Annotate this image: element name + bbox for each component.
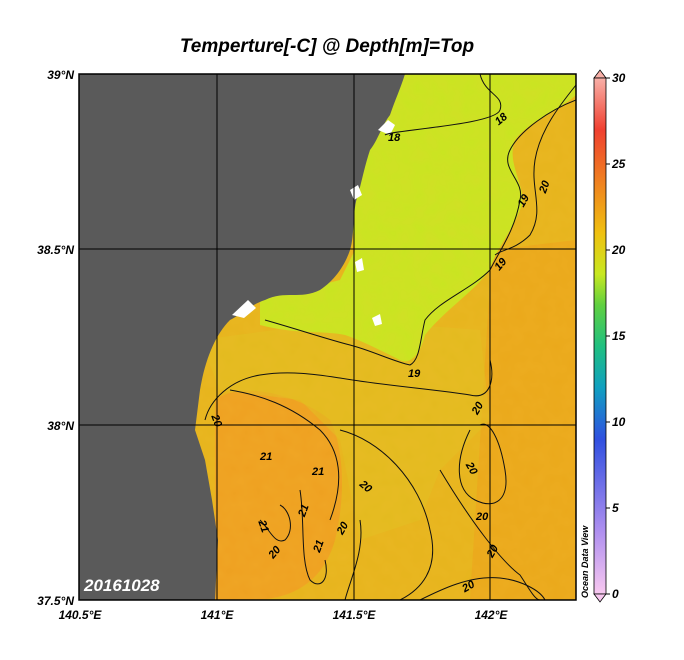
odv-watermark: Ocean Data View bbox=[580, 525, 590, 598]
lon-tick: 141°E bbox=[201, 608, 235, 622]
colorbar-tick: 20 bbox=[611, 243, 626, 257]
contour-label: 21 bbox=[296, 503, 312, 520]
map-frame bbox=[78, 73, 577, 601]
colorbar-tick: 5 bbox=[612, 501, 619, 515]
lat-tick: 37.5°N bbox=[37, 594, 74, 608]
colorbar-tick: 10 bbox=[612, 415, 626, 429]
lon-tick: 141.5°E bbox=[333, 608, 377, 622]
colorbar-bottom-arrow bbox=[593, 593, 607, 603]
colorbar: 30 25 20 15 10 5 0 bbox=[593, 69, 626, 603]
coast-islet bbox=[372, 314, 382, 326]
lat-tick: 38°N bbox=[47, 419, 74, 433]
lat-tick: 39°N bbox=[47, 68, 74, 82]
coast-islet bbox=[355, 258, 364, 272]
contour-label: 21 bbox=[311, 538, 327, 555]
lat-tick-labels: 39°N 38.5°N 38°N 37.5°N bbox=[37, 68, 74, 608]
colorbar-top-arrow bbox=[593, 69, 607, 79]
coast-islet bbox=[378, 120, 395, 135]
contour-label: 18 bbox=[388, 132, 401, 144]
coast-islet bbox=[232, 300, 256, 318]
colorbar-tick: 0 bbox=[612, 587, 619, 601]
contour-label: 21 bbox=[311, 466, 324, 478]
contour-label: 20 bbox=[208, 412, 224, 429]
coast-islet bbox=[350, 185, 362, 200]
date-label: 20161028 bbox=[83, 576, 160, 595]
graticule bbox=[79, 74, 576, 600]
lon-tick: 142°E bbox=[475, 608, 509, 622]
colorbar-tick: 30 bbox=[612, 71, 626, 85]
land-honshu bbox=[79, 74, 405, 600]
contour-label: 20 bbox=[475, 511, 489, 523]
colorbar-tick: 25 bbox=[611, 157, 626, 171]
colorbar-tick: 15 bbox=[612, 329, 626, 343]
map-title: Temperture[-C] @ Depth[m]=Top bbox=[179, 36, 475, 57]
contour-label: 20 bbox=[537, 178, 553, 195]
lon-tick: 140.5°E bbox=[59, 608, 103, 622]
lon-tick-labels: 140.5°E 141°E 141.5°E 142°E bbox=[59, 608, 509, 622]
contour-label: 21 bbox=[255, 518, 271, 535]
lat-tick: 38.5°N bbox=[37, 243, 74, 257]
colorbar-ramp bbox=[593, 77, 607, 595]
contour-label: 21 bbox=[259, 451, 272, 463]
contour-label: 19 bbox=[408, 368, 421, 380]
